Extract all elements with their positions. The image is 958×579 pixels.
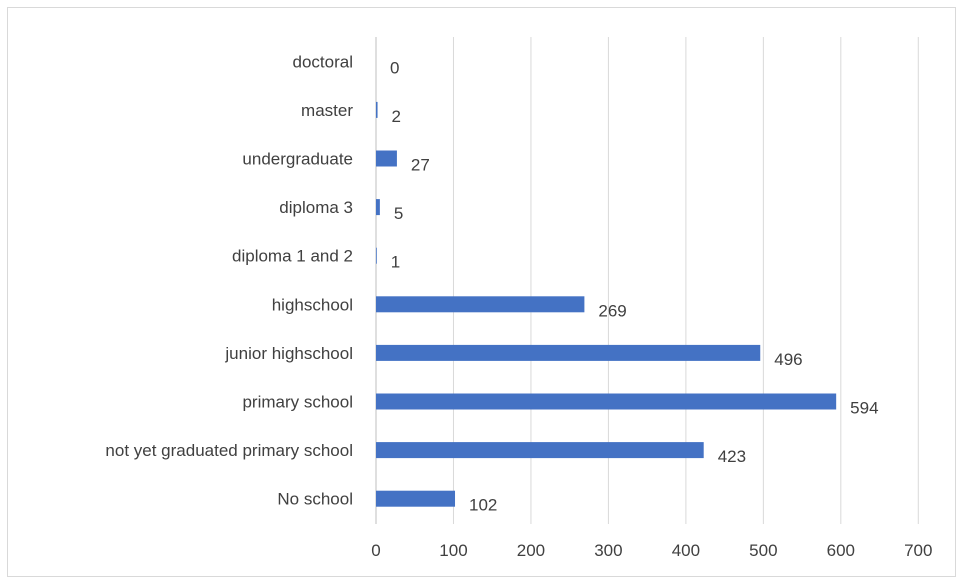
bar (376, 247, 377, 264)
category-label: primary school (242, 393, 353, 412)
data-label: 269 (598, 301, 626, 320)
data-label: 423 (718, 447, 746, 466)
x-tick-label: 300 (594, 541, 622, 560)
category-label: junior highschool (224, 344, 353, 363)
bar (376, 344, 761, 361)
category-label: diploma 1 and 2 (232, 247, 353, 266)
chart-frame (7, 7, 956, 577)
data-label: 27 (411, 156, 430, 175)
data-label: 5 (394, 204, 403, 223)
category-label: undergraduate (242, 150, 353, 169)
category-label: diploma 3 (279, 198, 353, 217)
bar (376, 199, 380, 216)
bars (376, 101, 837, 507)
category-label: highschool (272, 295, 353, 314)
x-tick-label: 100 (439, 541, 467, 560)
category-label: not yet graduated primary school (105, 441, 353, 460)
bar (376, 442, 704, 459)
x-tick-label: 0 (371, 541, 380, 560)
x-tick-label: 500 (749, 541, 777, 560)
data-label: 1 (391, 253, 400, 272)
x-tick-label: 600 (827, 541, 855, 560)
category-label: doctoral (293, 52, 353, 71)
x-tick-label: 400 (672, 541, 700, 560)
data-label: 594 (850, 399, 878, 418)
data-label: 2 (392, 107, 401, 126)
category-label: master (301, 101, 353, 120)
data-label: 496 (774, 350, 802, 369)
bar (376, 490, 456, 507)
data-label: 0 (390, 58, 399, 77)
bar (376, 150, 397, 167)
x-axis-ticks: 0 100 200 300 400 500 600 700 (371, 541, 932, 560)
bar (376, 101, 378, 118)
bar (376, 393, 837, 410)
data-label: 102 (469, 496, 497, 515)
data-labels: 0 2 27 5 1 269 496 594 423 102 (390, 58, 879, 514)
x-tick-label: 700 (904, 541, 932, 560)
x-tick-label: 200 (517, 541, 545, 560)
category-labels: doctoral master undergraduate diploma 3 dipl… (105, 52, 353, 508)
category-label: No school (277, 490, 353, 509)
bar (376, 296, 585, 313)
